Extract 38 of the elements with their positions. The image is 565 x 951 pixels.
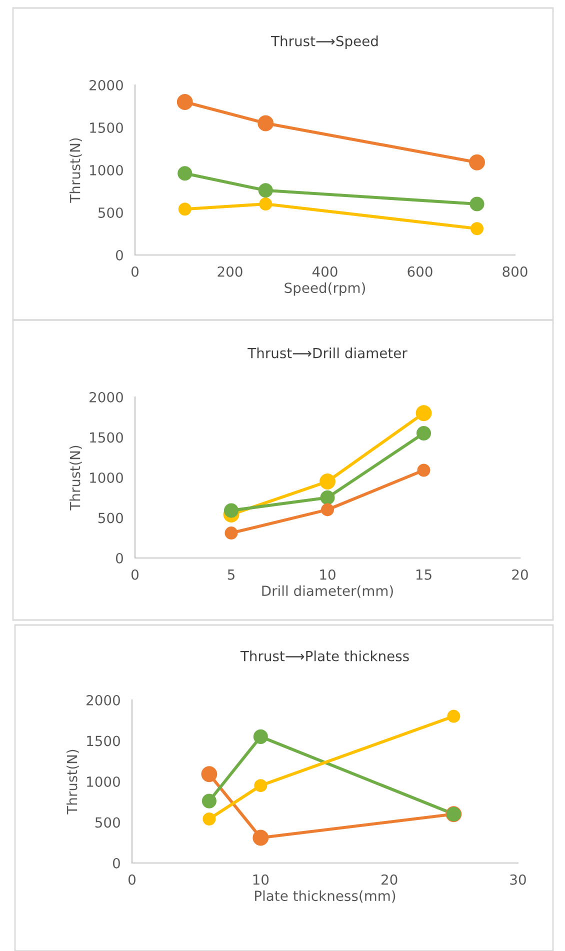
y-tick-label: 1000 [90, 164, 123, 176]
y-tick-label: 500 [98, 512, 123, 524]
y-tick-label: 1000 [90, 472, 123, 483]
x-axis-title: Drill diameter(mm) [262, 585, 393, 598]
x-tick-label: 0 [128, 874, 136, 885]
y-tick-label: 2000 [86, 694, 120, 706]
y-tick-label: 0 [112, 858, 120, 868]
y-tick-label: 1500 [90, 122, 123, 133]
x-tick-label: 30 [510, 874, 526, 885]
y-tick-label: 0 [116, 552, 123, 564]
x-tick-label: 10 [320, 569, 336, 580]
x-tick-label: 800 [502, 266, 528, 277]
x-tick-label: 0 [131, 266, 138, 277]
chart-title: Thrust⟶Drill diameter [248, 348, 408, 358]
x-tick-label: 20 [512, 569, 528, 580]
x-tick-label: 0 [131, 569, 138, 580]
y-axis-title: Thrust(N) [70, 138, 82, 203]
y-tick-label: 1500 [87, 736, 120, 746]
x-tick-label: 15 [416, 570, 432, 580]
y-tick-label: 500 [98, 207, 123, 218]
x-axis-title: Plate thickness(mm) [255, 890, 396, 903]
y-tick-label: 1500 [90, 432, 123, 443]
y-tick-label: 1000 [87, 776, 120, 787]
x-tick-label: 10 [253, 874, 269, 885]
x-axis-title: Speed(rpm) [284, 282, 366, 296]
y-tick-label: 0 [116, 250, 123, 260]
y-tick-label: 500 [95, 817, 120, 828]
y-tick-label: 2000 [90, 392, 123, 402]
x-tick-label: 20 [382, 874, 398, 885]
chart-title: Thrust⟶Speed [270, 36, 378, 49]
x-tick-label: 400 [312, 266, 338, 277]
x-tick-label: 600 [408, 266, 432, 277]
chart-title: Thrust⟶Plate thickness [240, 650, 409, 662]
y-tick-label: 2000 [90, 80, 123, 90]
y-axis-title: Thrust(N) [70, 446, 82, 510]
x-tick-label: 5 [228, 570, 234, 580]
y-axis-title: Thrust(N) [66, 750, 79, 814]
x-tick-label: 200 [218, 266, 242, 277]
